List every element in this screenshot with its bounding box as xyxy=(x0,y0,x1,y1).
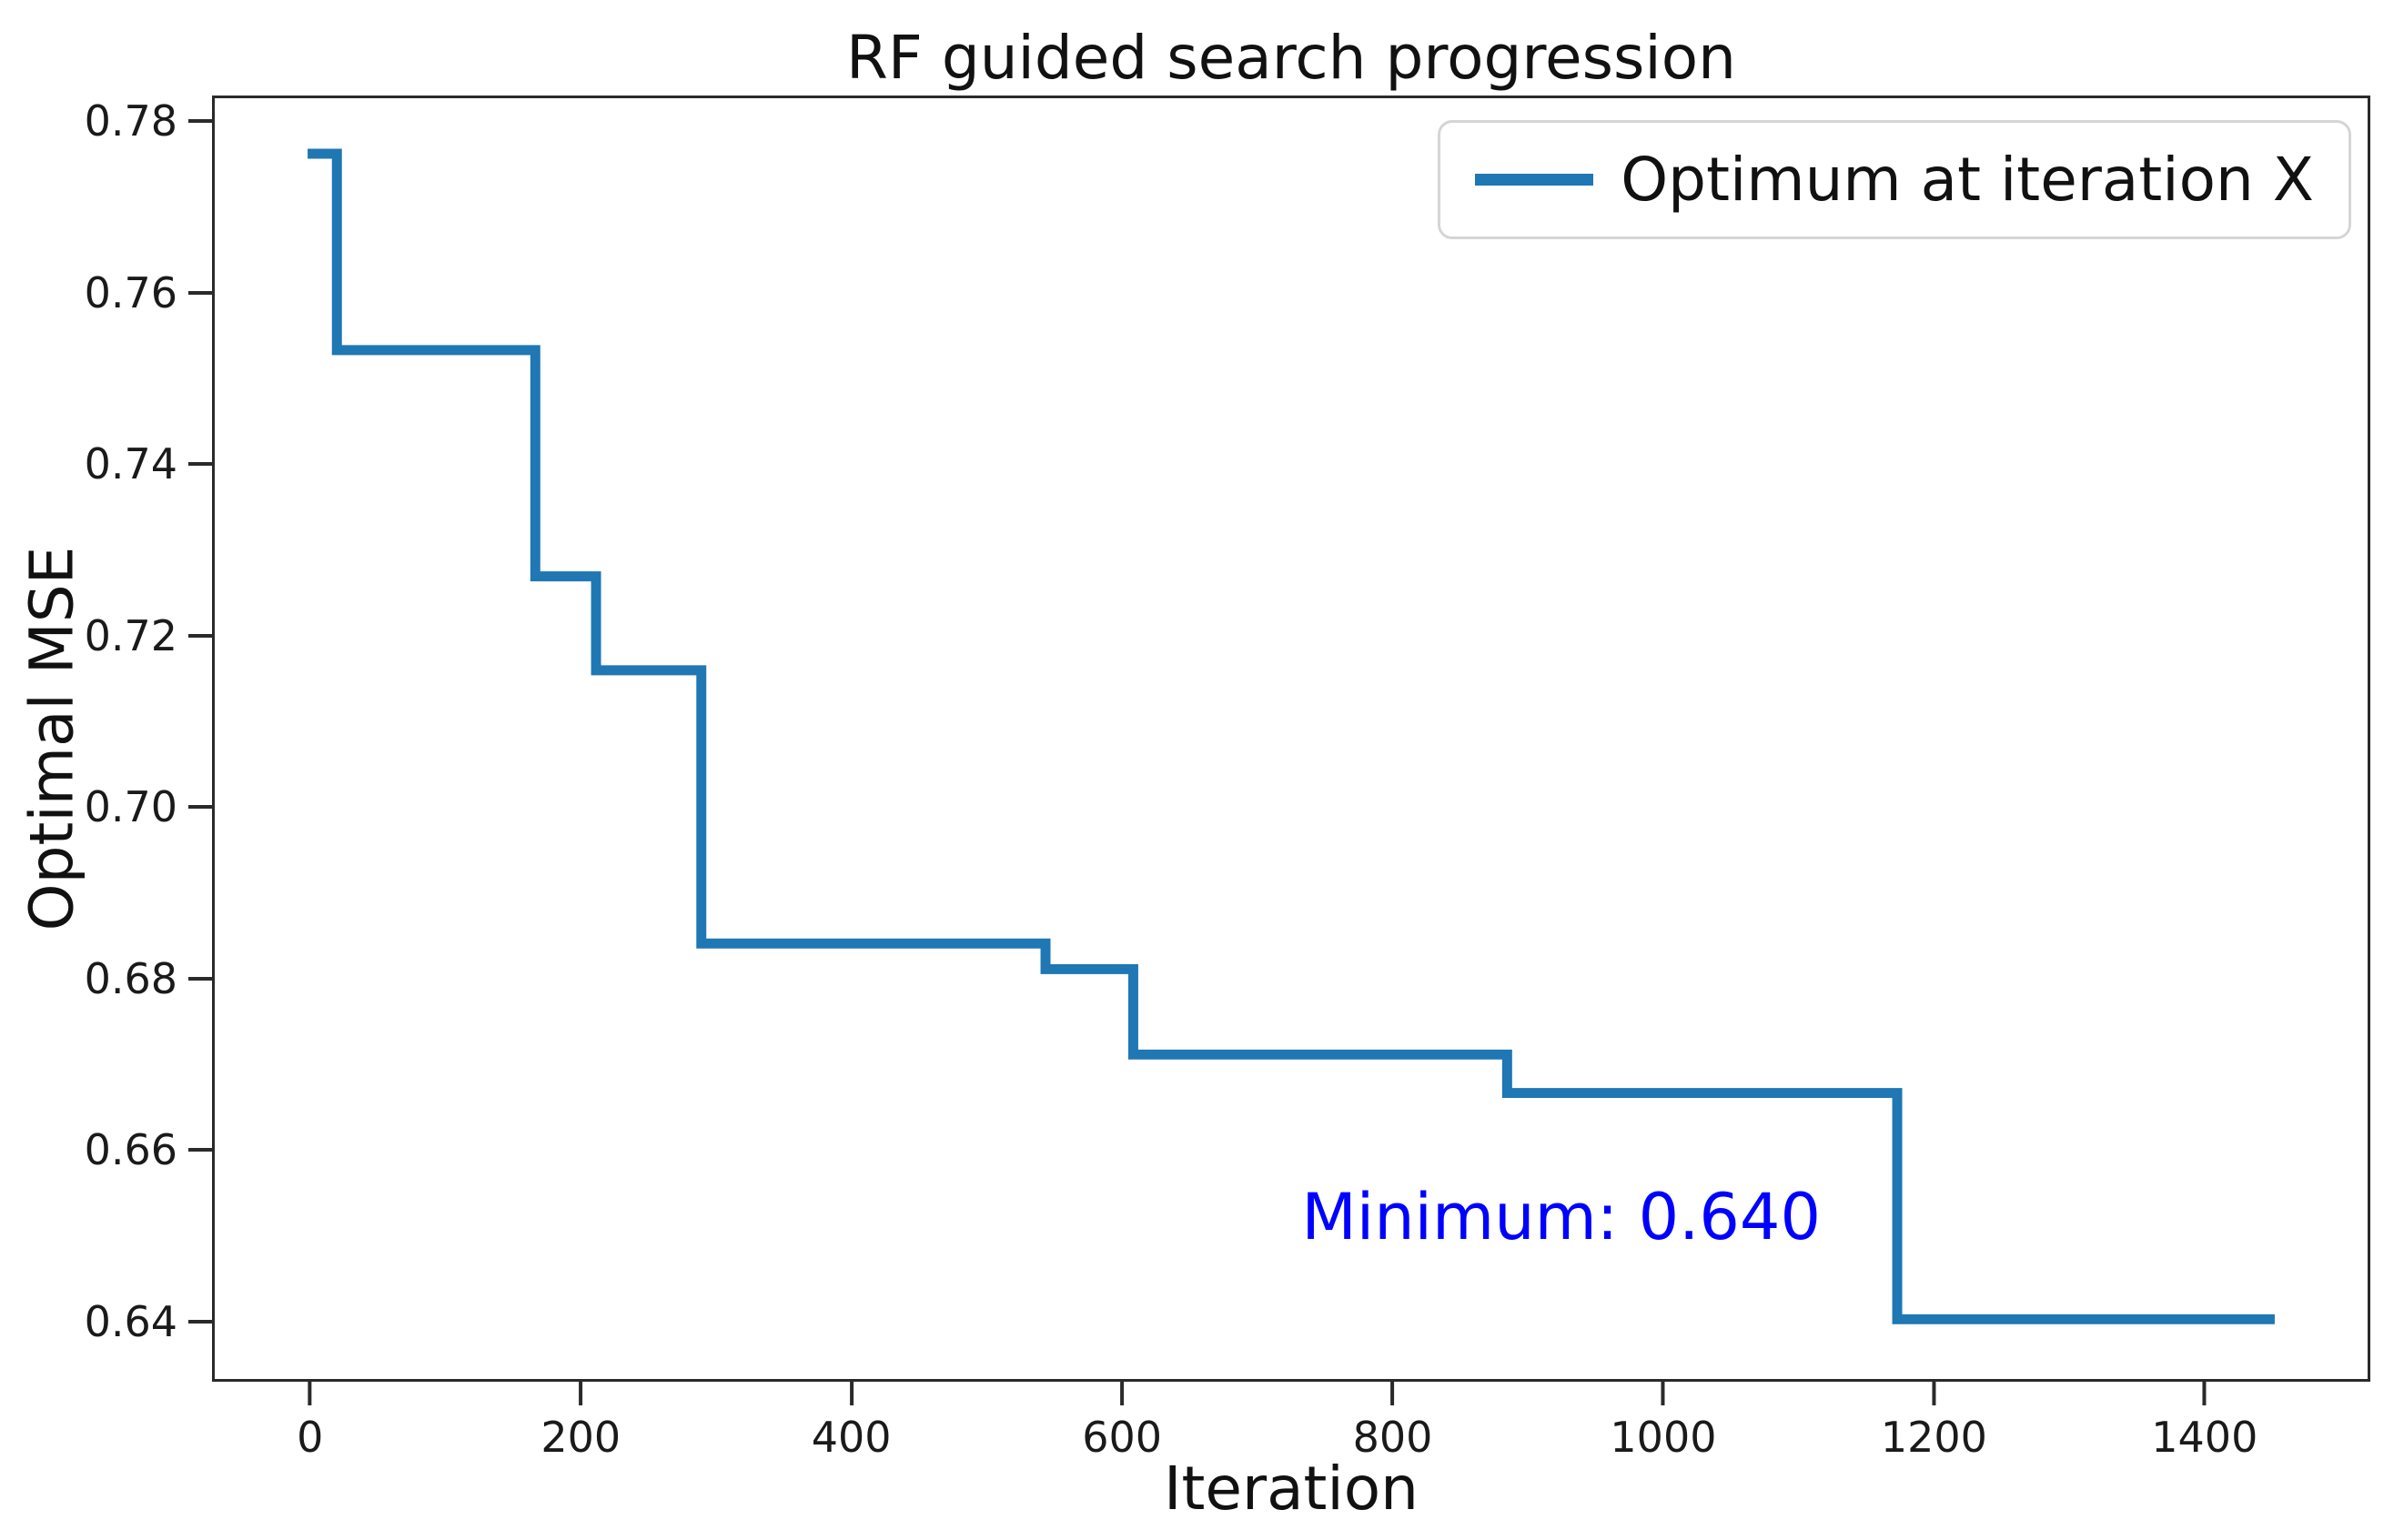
x-tick-mark xyxy=(1120,1382,1125,1405)
y-tick-0.76: 0.76 xyxy=(0,268,212,317)
x-tick-1200: 1200 xyxy=(1881,1382,1987,1462)
y-tick-mark xyxy=(188,119,212,124)
y-tick-0.70: 0.70 xyxy=(0,782,212,831)
legend-label: Optimum at iteration X xyxy=(1621,145,2314,215)
y-tick-label: 0.78 xyxy=(84,96,177,146)
plot-area: Optimum at iteration X Minimum: 0.640 xyxy=(212,96,2370,1382)
x-tick-1000: 1000 xyxy=(1610,1382,1716,1462)
x-tick-label: 1200 xyxy=(1880,1413,1987,1462)
x-tick-mark xyxy=(308,1382,312,1405)
y-tick-0.68: 0.68 xyxy=(0,954,212,1003)
y-tick-0.78: 0.78 xyxy=(0,96,212,146)
y-tick-mark xyxy=(188,805,212,810)
x-tick-200: 200 xyxy=(540,1382,621,1462)
x-axis-ticks: 0 200 400 600 800 1000 1200 1400 xyxy=(212,1382,2370,1500)
y-tick-label: 0.66 xyxy=(84,1125,177,1175)
y-tick-label: 0.72 xyxy=(84,610,177,660)
plot-canvas xyxy=(308,148,2275,1324)
x-tick-label: 1000 xyxy=(1610,1413,1717,1462)
x-tick-600: 600 xyxy=(1082,1382,1162,1462)
y-tick-label: 0.76 xyxy=(84,267,177,317)
y-tick-label: 0.74 xyxy=(84,439,177,489)
x-tick-0: 0 xyxy=(297,1382,323,1462)
y-tick-label: 0.68 xyxy=(84,953,177,1003)
y-tick-mark xyxy=(188,1320,212,1324)
x-tick-mark xyxy=(849,1382,854,1405)
y-tick-0.66: 0.66 xyxy=(0,1125,212,1174)
x-tick-800: 800 xyxy=(1352,1382,1433,1462)
y-axis-ticks: 0.78 0.76 0.74 0.72 0.70 0.68 0.66 0.64 xyxy=(0,96,212,1382)
x-tick-label: 1400 xyxy=(2151,1413,2258,1462)
x-tick-mark xyxy=(2202,1382,2207,1405)
x-tick-mark xyxy=(1390,1382,1395,1405)
y-axis-label: Optimal MSE xyxy=(16,546,87,931)
x-tick-label: 0 xyxy=(297,1413,324,1462)
optimum-step-line xyxy=(308,148,2275,1324)
x-tick-label: 400 xyxy=(811,1413,892,1462)
minimum-annotation: Minimum: 0.640 xyxy=(1301,1179,1821,1254)
y-tick-mark xyxy=(188,290,212,295)
x-tick-mark xyxy=(579,1382,583,1405)
x-axis-label: Iteration xyxy=(1164,1454,1419,1524)
legend: Optimum at iteration X xyxy=(1438,120,2351,239)
x-tick-label: 800 xyxy=(1352,1413,1433,1462)
x-tick-label: 600 xyxy=(1082,1413,1162,1462)
y-tick-mark xyxy=(188,462,212,467)
y-tick-mark xyxy=(188,1148,212,1152)
x-tick-label: 200 xyxy=(540,1413,621,1462)
x-tick-mark xyxy=(1661,1382,1665,1405)
x-tick-mark xyxy=(1932,1382,1936,1405)
legend-line-swatch xyxy=(1475,174,1594,186)
y-tick-0.74: 0.74 xyxy=(0,439,212,488)
chart-title: RF guided search progression xyxy=(846,23,1736,93)
x-tick-400: 400 xyxy=(812,1382,892,1462)
y-tick-mark xyxy=(188,976,212,981)
x-tick-1400: 1400 xyxy=(2151,1382,2258,1462)
y-tick-mark xyxy=(188,633,212,638)
y-tick-0.64: 0.64 xyxy=(0,1297,212,1346)
y-tick-label: 0.70 xyxy=(84,782,177,832)
y-tick-label: 0.64 xyxy=(84,1297,177,1346)
y-tick-0.72: 0.72 xyxy=(0,611,212,660)
